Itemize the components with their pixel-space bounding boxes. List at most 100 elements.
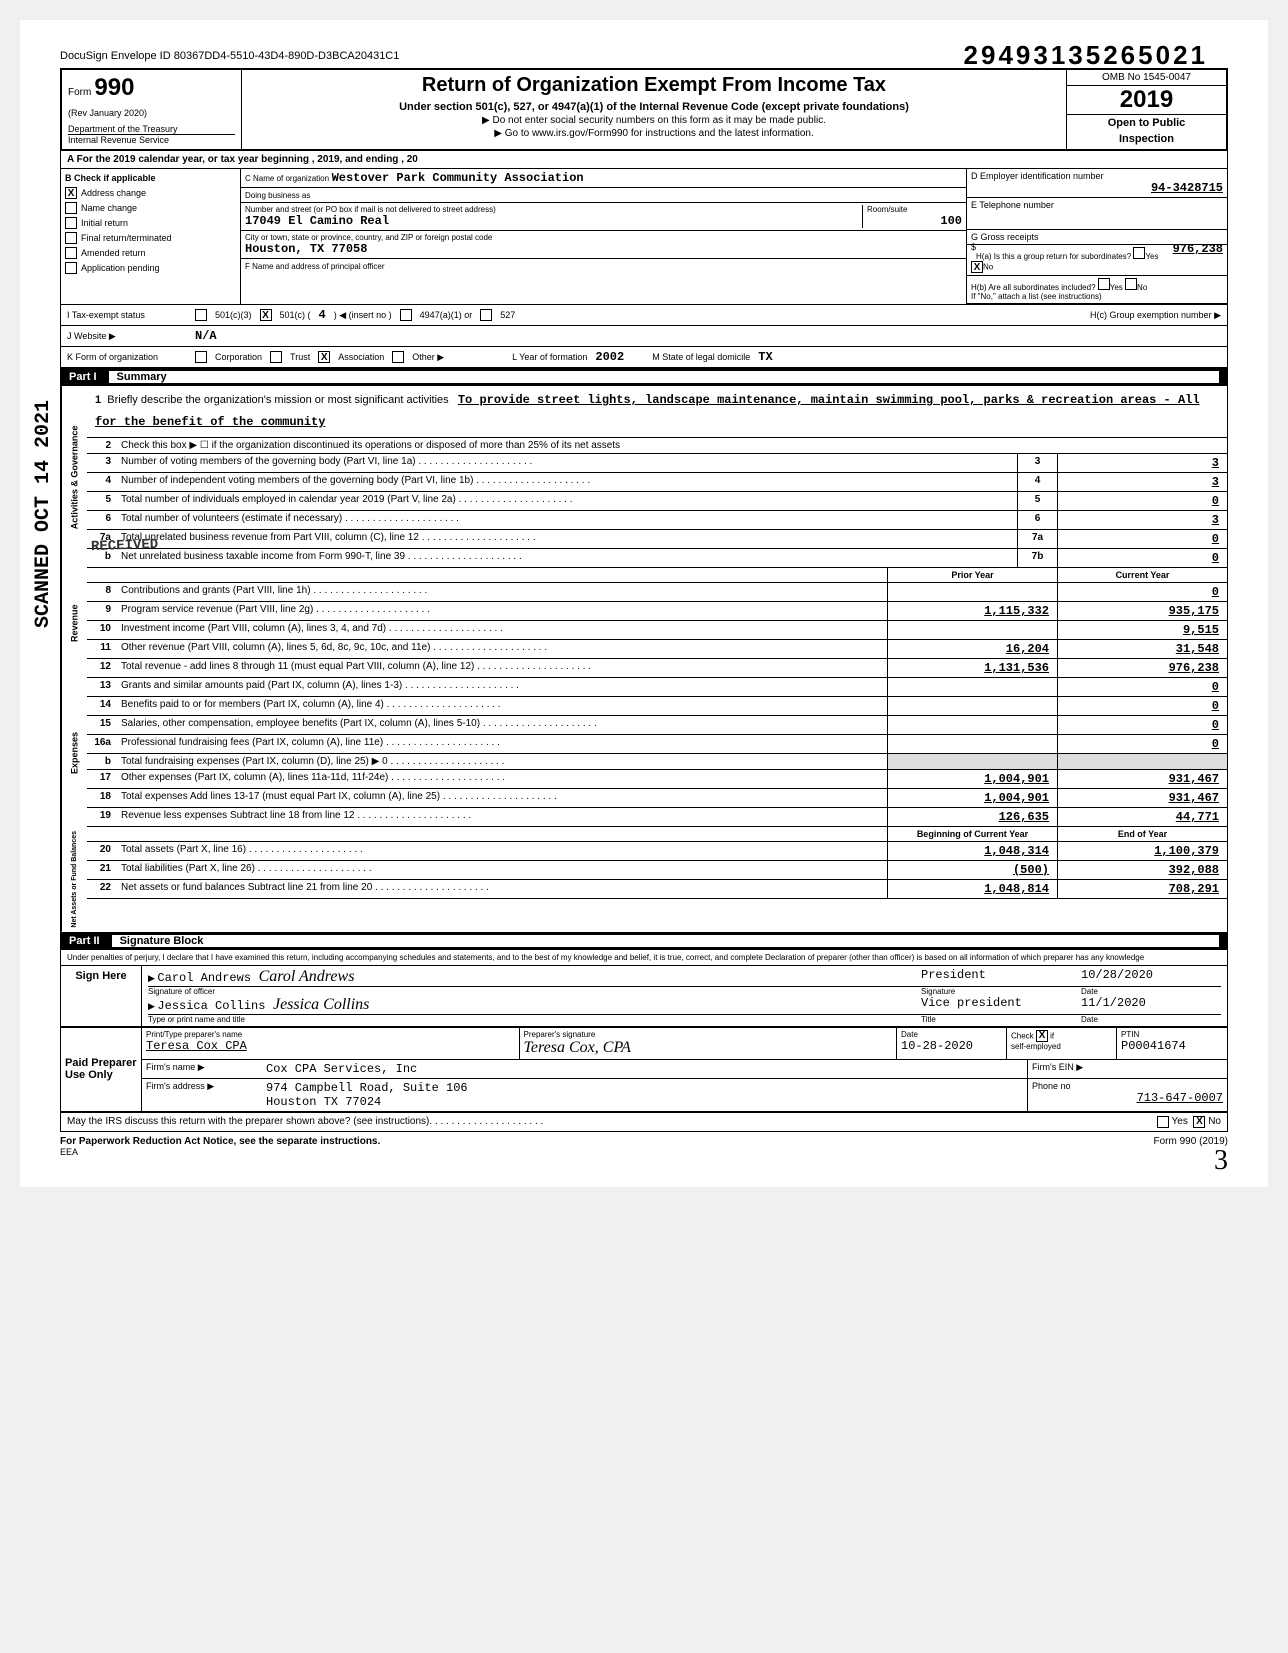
discuss-no-cb[interactable]: X: [1193, 1116, 1205, 1128]
officer2-signature: Jessica Collins: [273, 996, 369, 1013]
preparer-label: Paid Preparer Use Only: [61, 1028, 141, 1111]
preparer-date: 10-28-2020: [901, 1039, 1002, 1053]
open-public: Open to Public: [1067, 115, 1226, 131]
line-13: 13 Grants and similar amounts paid (Part…: [87, 678, 1227, 697]
line-8: 8 Contributions and grants (Part VIII, l…: [87, 583, 1227, 602]
form-header-mid: Return of Organization Exempt From Incom…: [242, 70, 1066, 149]
firm-addr: 974 Campbell Road, Suite 106Houston TX 7…: [262, 1079, 1027, 1111]
scanned-stamp: SCANNED OCT 14 2021: [32, 400, 55, 628]
part2-header: Part II Signature Block: [60, 932, 1228, 950]
officer2-date: 11/1/2020: [1081, 996, 1221, 1014]
side-rev: Revenue: [61, 568, 87, 678]
omb-number: OMB No 1545-0047: [1067, 70, 1226, 86]
officer-date: 10/28/2020: [1081, 968, 1221, 986]
eea: EEA: [60, 1147, 1228, 1157]
cb-corp[interactable]: [195, 351, 207, 363]
rev-header-row: Prior Year Current Year: [87, 568, 1227, 583]
page-number: 3: [1214, 1145, 1228, 1177]
cb-final-return[interactable]: Final return/terminated: [65, 232, 236, 244]
cb-4947[interactable]: [400, 309, 412, 321]
line-15: 15 Salaries, other compensation, employe…: [87, 716, 1227, 735]
line-20: 20 Total assets (Part X, line 16) 1,048,…: [87, 842, 1227, 861]
cb-other[interactable]: [392, 351, 404, 363]
form-number: 990: [94, 74, 134, 101]
firm-name: Cox CPA Services, Inc: [262, 1060, 1027, 1078]
line-7a: 7a Total unrelated business revenue from…: [87, 530, 1227, 549]
preparer-block: Paid Preparer Use Only Print/Type prepar…: [60, 1028, 1228, 1113]
hb-cell: H(b) Are all subordinates included? Yes …: [967, 276, 1227, 304]
net-header-row: Beginning of Current Year End of Year: [87, 827, 1227, 842]
line-10: 10 Investment income (Part VIII, column …: [87, 621, 1227, 640]
cb-trust[interactable]: [270, 351, 282, 363]
hb-no-cb[interactable]: [1125, 278, 1137, 290]
summary-exp: Expenses 13 Grants and similar amounts p…: [60, 678, 1228, 827]
line-4: 4 Number of independent voting members o…: [87, 473, 1227, 492]
cb-name-change[interactable]: Name change: [65, 202, 236, 214]
line-17: 17 Other expenses (Part IX, column (A), …: [87, 770, 1227, 789]
discuss-yes-cb[interactable]: [1157, 1116, 1169, 1128]
side-exp: Expenses: [61, 678, 87, 827]
f-row: F Name and address of principal officer: [241, 259, 966, 299]
city-row: City or town, state or province, country…: [241, 231, 966, 259]
cb-application-pending[interactable]: Application pending: [65, 262, 236, 274]
officer-signature: Carol Andrews: [259, 968, 355, 985]
ein: 94-3428715: [971, 181, 1223, 195]
cb-amended[interactable]: Amended return: [65, 247, 236, 259]
sign-here-block: Sign Here ▶ Carol Andrews Carol Andrews …: [60, 966, 1228, 1028]
cb-501c[interactable]: X: [260, 309, 272, 321]
officer-title: President: [921, 968, 1081, 986]
line-2: 2 Check this box ▶ ☐ if the organization…: [87, 438, 1227, 454]
line-3: 3 Number of voting members of the govern…: [87, 454, 1227, 473]
cb-initial-return[interactable]: Initial return: [65, 217, 236, 229]
cb-501c3[interactable]: [195, 309, 207, 321]
line-5: 5 Total number of individuals employed i…: [87, 492, 1227, 511]
form-label: Form: [68, 87, 91, 98]
line-6: 6 Total number of volunteers (estimate i…: [87, 511, 1227, 530]
hb-yes-cb[interactable]: [1098, 278, 1110, 290]
state-domicile: TX: [758, 350, 772, 364]
summary-net: Net Assets or Fund Balances Beginning of…: [60, 827, 1228, 932]
tax-year: 2019: [1067, 86, 1226, 115]
hc-label: H(c) Group exemption number ▶: [1090, 310, 1221, 321]
line-9: 9 Program service revenue (Part VIII, li…: [87, 602, 1227, 621]
document-number: 29493135265021: [964, 40, 1208, 71]
self-emp-cb[interactable]: X: [1036, 1030, 1048, 1042]
gross-cell: G Gross receipts $976,238: [967, 230, 1227, 245]
form-notice-1: ▶ Do not enter social security numbers o…: [246, 115, 1062, 126]
officer2-title: Vice president: [921, 996, 1081, 1014]
line-12: 12 Total revenue - add lines 8 through 1…: [87, 659, 1227, 678]
501c-num: 4: [319, 308, 326, 322]
form-title: Return of Organization Exempt From Incom…: [246, 74, 1062, 97]
mission-block: 1 Briefly describe the organization's mi…: [87, 386, 1227, 438]
ha-yes-cb[interactable]: [1133, 247, 1145, 259]
part1-header: Part I Summary: [60, 368, 1228, 386]
officer-name: Carol Andrews: [157, 971, 251, 985]
cb-527[interactable]: [480, 309, 492, 321]
cb-address-change[interactable]: XAddress change: [65, 187, 236, 199]
summary-rev: Revenue Prior Year Current Year 8 Contri…: [60, 568, 1228, 678]
form-header: Form 990 (Rev January 2020) Department o…: [60, 68, 1228, 151]
ha-no-cb[interactable]: X: [971, 261, 983, 273]
officer2-name: Jessica Collins: [157, 999, 265, 1013]
dba-row: Doing business as: [241, 188, 966, 203]
perjury: Under penalties of perjury, I declare th…: [60, 950, 1228, 966]
b-label: B Check if applicable: [65, 173, 236, 183]
cb-assoc[interactable]: X: [318, 351, 330, 363]
form-header-right: OMB No 1545-0047 2019 Open to Public Ins…: [1066, 70, 1226, 149]
tax-status-row: I Tax-exempt status 501(c)(3) X501(c) ( …: [60, 305, 1228, 326]
line-22: 22 Net assets or fund balances Subtract …: [87, 880, 1227, 899]
line-b: b Total fundraising expenses (Part IX, c…: [87, 754, 1227, 770]
form-org-row: K Form of organization Corporation Trust…: [60, 347, 1228, 368]
summary-gov: Activities & Governance 1 Briefly descri…: [60, 386, 1228, 568]
room: 100: [867, 214, 962, 228]
street: 17049 El Camino Real: [245, 214, 862, 228]
form-header-left: Form 990 (Rev January 2020) Department o…: [62, 70, 242, 149]
irs: Internal Revenue Service: [68, 134, 235, 145]
website-row: J Website ▶ N/A: [60, 326, 1228, 347]
form-notice-2: ▶ Go to www.irs.gov/Form990 for instruct…: [246, 128, 1062, 139]
side-net: Net Assets or Fund Balances: [61, 827, 87, 932]
year-formation: 2002: [595, 350, 624, 364]
form-subtitle: Under section 501(c), 527, or 4947(a)(1)…: [246, 101, 1062, 113]
line-16a: 16a Professional fundraising fees (Part …: [87, 735, 1227, 754]
city: Houston, TX 77058: [245, 242, 962, 256]
